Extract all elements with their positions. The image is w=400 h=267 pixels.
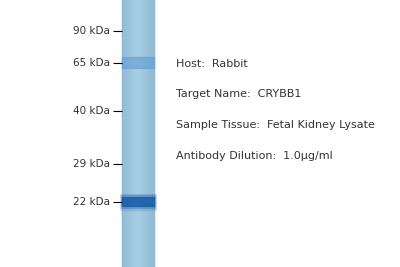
Bar bbox=[130, 0, 131, 267]
Bar bbox=[133, 0, 134, 267]
Bar bbox=[146, 0, 147, 267]
Bar bbox=[139, 0, 140, 267]
Bar bbox=[122, 0, 123, 267]
Bar bbox=[145, 0, 146, 267]
Bar bbox=[125, 0, 126, 267]
Text: 29 kDa: 29 kDa bbox=[73, 159, 110, 169]
Bar bbox=[122, 197, 154, 206]
Text: Target Name:  CRYBB1: Target Name: CRYBB1 bbox=[176, 89, 301, 99]
Bar bbox=[131, 0, 132, 267]
Text: Host:  Rabbit: Host: Rabbit bbox=[176, 59, 248, 69]
Bar bbox=[134, 0, 135, 267]
Bar bbox=[122, 57, 154, 68]
Text: 65 kDa: 65 kDa bbox=[73, 58, 110, 68]
Bar bbox=[124, 0, 125, 267]
Bar bbox=[149, 0, 150, 267]
Bar bbox=[120, 194, 156, 210]
Bar bbox=[123, 0, 124, 267]
Bar bbox=[150, 0, 151, 267]
Bar bbox=[153, 0, 154, 267]
Bar bbox=[126, 0, 127, 267]
Bar bbox=[137, 0, 138, 267]
Text: 90 kDa: 90 kDa bbox=[73, 26, 110, 36]
Bar bbox=[127, 0, 128, 267]
Bar bbox=[121, 195, 155, 208]
Text: 40 kDa: 40 kDa bbox=[73, 106, 110, 116]
Bar bbox=[128, 0, 129, 267]
Text: 22 kDa: 22 kDa bbox=[73, 197, 110, 207]
Bar bbox=[138, 0, 139, 267]
Bar bbox=[151, 0, 152, 267]
Bar bbox=[141, 0, 142, 267]
Bar bbox=[144, 0, 145, 267]
Bar bbox=[132, 0, 133, 267]
Bar bbox=[135, 0, 136, 267]
Text: Antibody Dilution:  1.0µg/ml: Antibody Dilution: 1.0µg/ml bbox=[176, 151, 333, 161]
Bar bbox=[142, 0, 143, 267]
Bar bbox=[136, 0, 137, 267]
Bar bbox=[147, 0, 148, 267]
Bar bbox=[148, 0, 149, 267]
Bar bbox=[152, 0, 153, 267]
Text: Sample Tissue:  Fetal Kidney Lysate: Sample Tissue: Fetal Kidney Lysate bbox=[176, 120, 375, 130]
Bar bbox=[140, 0, 141, 267]
Bar bbox=[122, 0, 154, 267]
Bar bbox=[129, 0, 130, 267]
Bar bbox=[143, 0, 144, 267]
